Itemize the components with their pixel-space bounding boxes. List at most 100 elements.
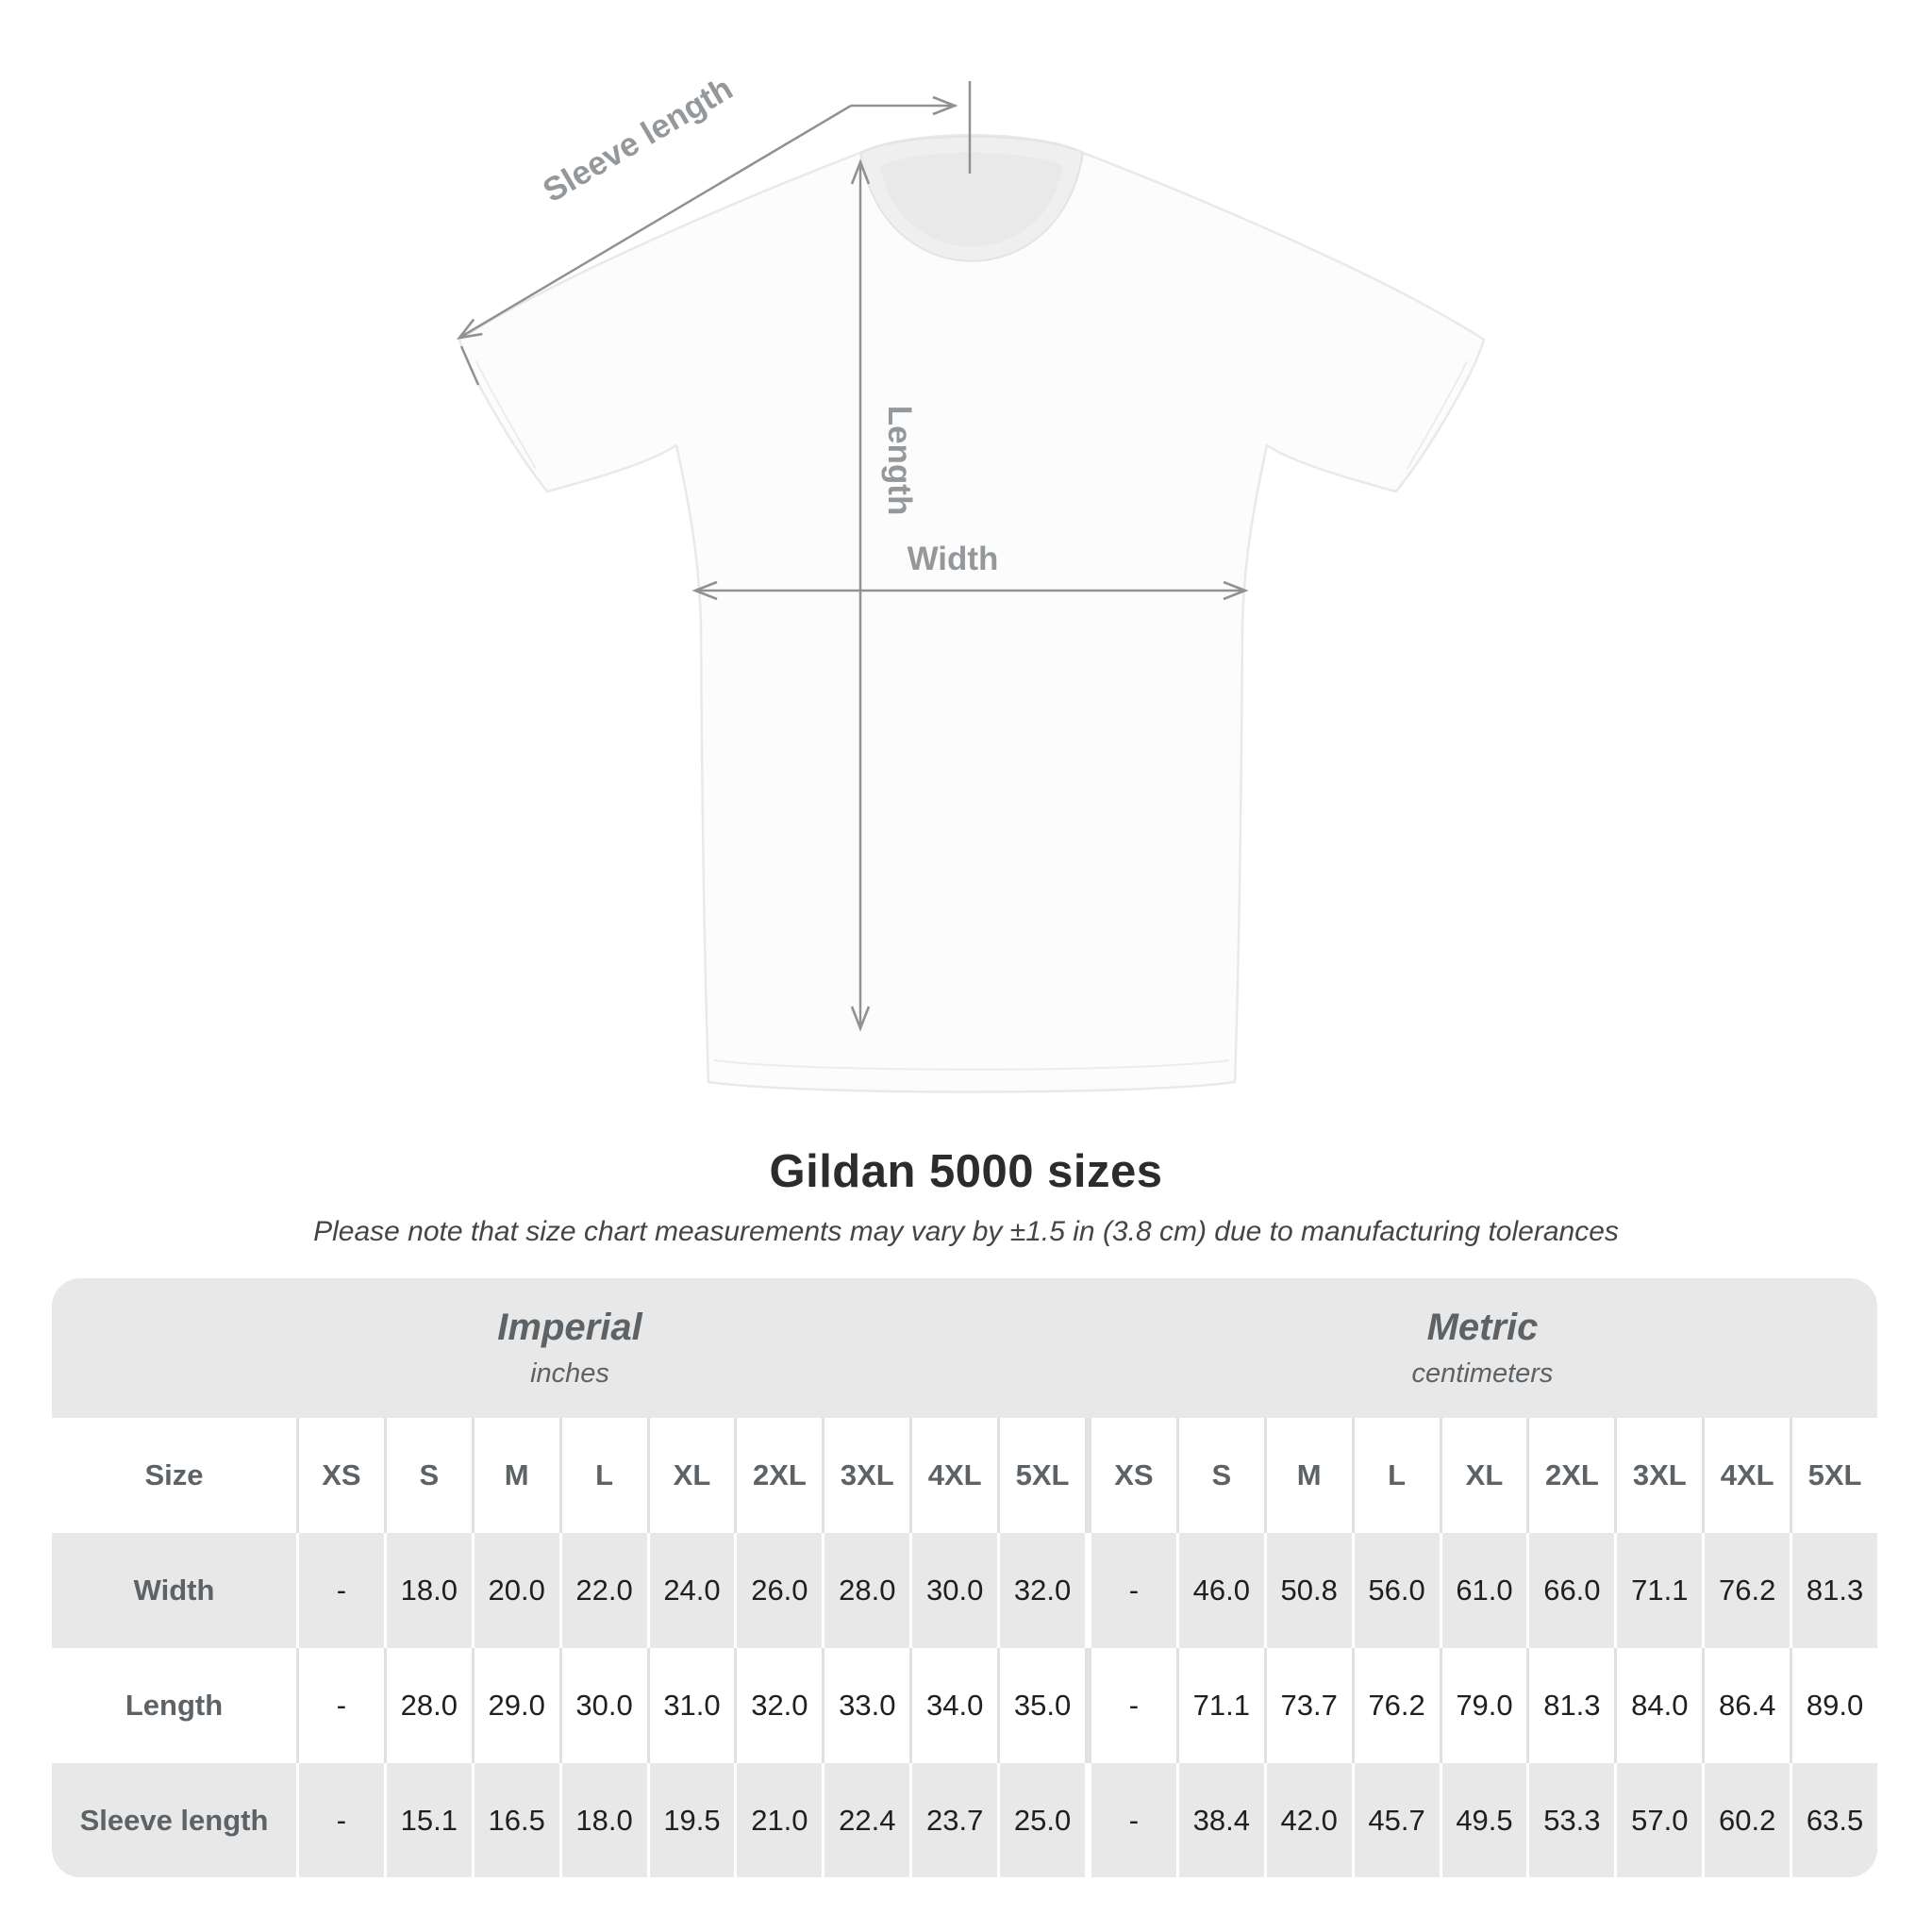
length-label: Length: [881, 406, 918, 516]
value-cell: 42.0: [1266, 1763, 1352, 1877]
size-header-cell: M: [474, 1418, 559, 1533]
size-table: Imperial inches Metric centimeters Size X…: [52, 1278, 1877, 1877]
size-header-cell: XL: [1441, 1418, 1527, 1533]
metric-group-unit: centimeters: [1411, 1358, 1554, 1389]
value-cell: 86.4: [1705, 1648, 1790, 1763]
tshirt-collar-inner: [880, 152, 1063, 247]
value-cell: 15.1: [386, 1763, 472, 1877]
table-row: Length -28.0 29.0 30.0 31.0 32.0 33.0 34.0 35.0-…: [52, 1648, 1877, 1763]
group-gap: [1088, 1418, 1089, 1533]
value-cell: 31.0: [649, 1648, 735, 1763]
size-header-cell: 3XL: [1617, 1418, 1703, 1533]
row-label: Length: [52, 1648, 296, 1763]
value-cell: 66.0: [1529, 1533, 1615, 1648]
size-header-cell: L: [561, 1418, 647, 1533]
size-header-cell: XS: [299, 1418, 384, 1533]
value-cell: 60.2: [1705, 1763, 1790, 1877]
group-gap: [1088, 1763, 1089, 1877]
value-cell: 81.3: [1529, 1648, 1615, 1763]
value-cell: 23.7: [912, 1763, 998, 1877]
width-label: Width: [908, 541, 999, 577]
value-cell: 79.0: [1441, 1648, 1527, 1763]
value-cell: 25.0: [1000, 1763, 1085, 1877]
value-cell: 32.0: [737, 1648, 823, 1763]
right-sleeve-stitch: [1407, 360, 1468, 470]
imperial-group-header: Imperial inches: [52, 1278, 1088, 1418]
value-cell: 53.3: [1529, 1763, 1615, 1877]
value-cell: 35.0: [1000, 1648, 1085, 1763]
value-cell: 18.0: [561, 1763, 647, 1877]
value-cell: 76.2: [1354, 1648, 1440, 1763]
value-cell: -: [1091, 1763, 1176, 1877]
value-cell: 46.0: [1178, 1533, 1264, 1648]
value-cell: 56.0: [1354, 1533, 1440, 1648]
value-cell: 81.3: [1792, 1533, 1877, 1648]
value-cell: 57.0: [1617, 1763, 1703, 1877]
size-column-header: Size: [52, 1418, 296, 1533]
sleeve-length-line: [456, 104, 852, 340]
size-header-cell: 2XL: [1529, 1418, 1615, 1533]
tshirt-illustration: [458, 134, 1486, 1093]
value-cell: 16.5: [474, 1763, 559, 1877]
value-cell: 76.2: [1705, 1533, 1790, 1648]
value-cell: 29.0: [474, 1648, 559, 1763]
value-cell: 34.0: [912, 1648, 998, 1763]
value-cell: 45.7: [1354, 1763, 1440, 1877]
value-cell: -: [299, 1648, 384, 1763]
left-sleeve-stitch: [475, 360, 537, 470]
size-header-cell: M: [1266, 1418, 1352, 1533]
value-cell: 21.0: [737, 1763, 823, 1877]
value-cell: 18.0: [386, 1533, 472, 1648]
size-header-cell: 4XL: [1705, 1418, 1790, 1533]
value-cell: 49.5: [1441, 1763, 1527, 1877]
value-cell: 61.0: [1441, 1533, 1527, 1648]
size-header-cell: XS: [1091, 1418, 1176, 1533]
metric-group-header: Metric centimeters: [1088, 1278, 1877, 1418]
row-label: Sleeve length: [52, 1763, 296, 1877]
sleeve-length-label: Sleeve length: [537, 70, 739, 209]
value-cell: 33.0: [824, 1648, 910, 1763]
sleeve-edge-tick: [459, 345, 480, 386]
value-cell: -: [1091, 1648, 1176, 1763]
size-header-cell: XL: [649, 1418, 735, 1533]
table-rows: Size XS S M L XL 2XL 3XL 4XL 5XL XS S M L XL 2XL 3XL 4XL 5…: [52, 1418, 1877, 1877]
table-row: Width -18.0 20.0 22.0 24.0 26.0 28.0 30.0 32.0-4…: [52, 1533, 1877, 1648]
value-cell: 19.5: [649, 1763, 735, 1877]
value-cell: 32.0: [1000, 1533, 1085, 1648]
metric-group-title: Metric: [1426, 1307, 1539, 1348]
value-cell: 28.0: [824, 1533, 910, 1648]
value-cell: 26.0: [737, 1533, 823, 1648]
group-gap: [1088, 1533, 1089, 1648]
measurement-lines: [456, 81, 1249, 1032]
size-header-cell: S: [386, 1418, 472, 1533]
value-cell: 71.1: [1617, 1533, 1703, 1648]
value-cell: 20.0: [474, 1533, 559, 1648]
value-cell: -: [299, 1763, 384, 1877]
value-cell: 22.4: [824, 1763, 910, 1877]
size-header-cell: 5XL: [1000, 1418, 1085, 1533]
value-cell: 22.0: [561, 1533, 647, 1648]
value-cell: 50.8: [1266, 1533, 1352, 1648]
page-title: Gildan 5000 sizes: [769, 1146, 1163, 1197]
value-cell: 84.0: [1617, 1648, 1703, 1763]
value-cell: 30.0: [912, 1533, 998, 1648]
size-header-cell: S: [1178, 1418, 1264, 1533]
value-cell: -: [299, 1533, 384, 1648]
hem-stitch: [713, 1059, 1230, 1071]
value-cell: 89.0: [1792, 1648, 1877, 1763]
tolerance-note: Please note that size chart measurements…: [313, 1216, 1619, 1247]
size-header-cell: 4XL: [912, 1418, 998, 1533]
value-cell: 24.0: [649, 1533, 735, 1648]
value-cell: 30.0: [561, 1648, 647, 1763]
value-cell: 38.4: [1178, 1763, 1264, 1877]
value-cell: 28.0: [386, 1648, 472, 1763]
table-group-header: Imperial inches Metric centimeters: [52, 1278, 1877, 1418]
size-header-cell: L: [1354, 1418, 1440, 1533]
table-row: Sleeve length -15.1 16.5 18.0 19.5 21.0 22.4 23…: [52, 1763, 1877, 1877]
size-header-cell: 5XL: [1792, 1418, 1877, 1533]
imperial-group-unit: inches: [530, 1358, 609, 1389]
row-label: Width: [52, 1533, 296, 1648]
value-cell: -: [1091, 1533, 1176, 1648]
